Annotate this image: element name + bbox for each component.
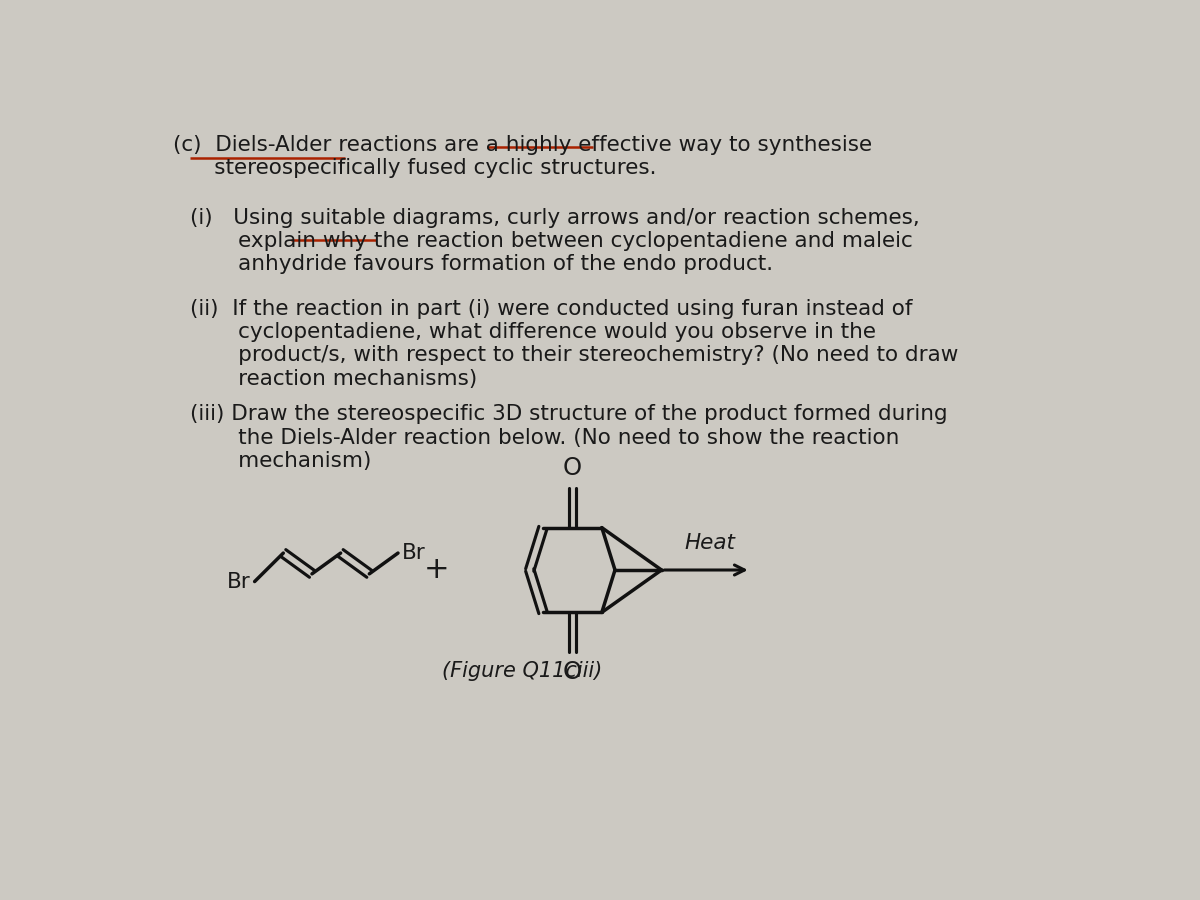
Text: (c)  Diels-Alder reactions are a highly effective way to synthesise
      stereo: (c) Diels-Alder reactions are a highly e… bbox=[173, 135, 872, 178]
Text: (ii)  If the reaction in part (i) were conducted using furan instead of
       c: (ii) If the reaction in part (i) were co… bbox=[191, 299, 959, 389]
Text: +: + bbox=[424, 555, 450, 584]
Text: O: O bbox=[563, 660, 582, 684]
Text: Br: Br bbox=[402, 543, 426, 563]
Text: (iii) Draw the stereospecific 3D structure of the product formed during
       t: (iii) Draw the stereospecific 3D structu… bbox=[191, 404, 948, 471]
Text: Br: Br bbox=[227, 572, 251, 591]
Text: O: O bbox=[563, 456, 582, 480]
Text: (i)   Using suitable diagrams, curly arrows and/or reaction schemes,
       expl: (i) Using suitable diagrams, curly arrow… bbox=[191, 208, 920, 274]
Text: (Figure Q11ciii): (Figure Q11ciii) bbox=[442, 661, 602, 681]
Text: Heat: Heat bbox=[684, 533, 736, 554]
